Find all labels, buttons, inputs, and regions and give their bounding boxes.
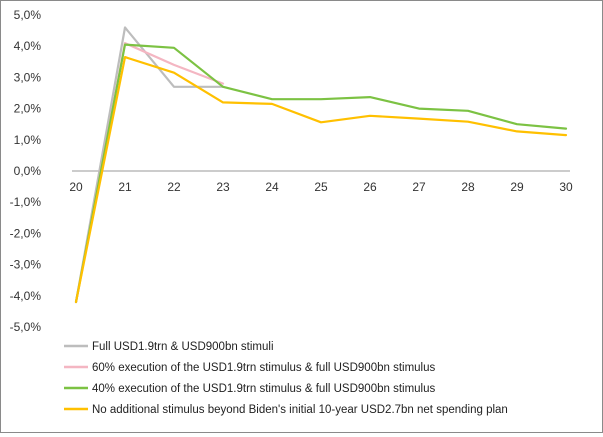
- x-tick-label: 21: [118, 180, 132, 194]
- x-axis: 20 21 22 23 24 25 26 27 28 29 30: [69, 170, 573, 194]
- y-axis-ticks: 5,0% 4,0% 3,0% 2,0% 1,0% 0,0% -1,0% -2,0% -3,0% -…: [10, 8, 42, 334]
- y-tick-label: -2,0%: [10, 226, 42, 240]
- y-tick-label: -1,0%: [10, 195, 42, 209]
- x-tick-label: 23: [216, 180, 230, 194]
- y-tick-label: 1,0%: [14, 133, 42, 147]
- y-tick-label: -5,0%: [10, 320, 42, 334]
- legend-label: 60% execution of the USD1.9trn stimulus …: [92, 362, 435, 374]
- x-tick-label: 29: [510, 180, 524, 194]
- y-tick-label: 4,0%: [14, 39, 42, 53]
- x-tick-label: 20: [69, 180, 83, 194]
- x-tick-label: 22: [167, 180, 181, 194]
- x-tick-label: 24: [265, 180, 279, 194]
- legend: Full USD1.9trn & USD900bn stimuli 60% exe…: [64, 341, 508, 416]
- series-line-4: [74, 55, 568, 304]
- y-tick-label: -3,0%: [10, 258, 42, 272]
- y-tick-label: 3,0%: [14, 70, 42, 84]
- series-line-3: [74, 43, 568, 304]
- x-tick-label: 27: [412, 180, 426, 194]
- x-tick-label: 30: [559, 180, 573, 194]
- x-tick-label: 26: [363, 180, 377, 194]
- x-tick-label: 25: [314, 180, 328, 194]
- y-tick-label: 5,0%: [14, 8, 42, 22]
- y-tick-label: -4,0%: [10, 289, 42, 303]
- legend-label: Full USD1.9trn & USD900bn stimuli: [92, 341, 274, 353]
- x-tick-label: 28: [461, 180, 475, 194]
- legend-label: 40% execution of the USD1.9trn stimulus …: [92, 383, 435, 395]
- y-tick-label: 0,0%: [14, 164, 42, 178]
- y-tick-label: 2,0%: [14, 102, 42, 116]
- series-lines: [74, 26, 568, 304]
- legend-label: No additional stimulus beyond Biden's in…: [92, 404, 508, 416]
